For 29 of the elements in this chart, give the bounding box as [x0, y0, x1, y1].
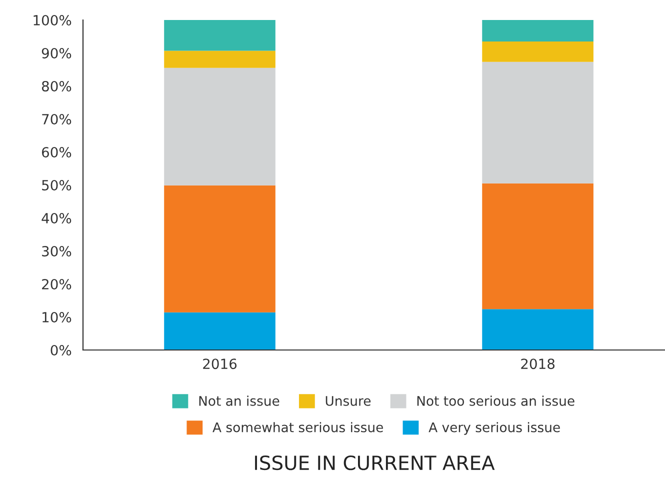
legend-label: A somewhat serious issue: [212, 422, 383, 432]
y-tick-label: 70%: [42, 114, 72, 124]
x-tick-label: 2016: [203, 358, 237, 370]
x-tick-label: 2018: [521, 358, 555, 370]
y-tick-label: 60%: [42, 146, 72, 158]
bar: [164, 68, 276, 186]
y-tick-label: 0%: [50, 344, 72, 356]
y-tick-label: 30%: [42, 246, 72, 256]
legend-label: Not too serious an issue: [417, 396, 574, 406]
y-tick-label: 10%: [42, 312, 72, 322]
legend-label: Not an issue: [199, 396, 280, 406]
bar: [482, 20, 594, 42]
y-tick-label: 90%: [42, 48, 72, 58]
bar: [482, 62, 594, 184]
bar: [482, 183, 594, 310]
bar: [164, 312, 276, 350]
y-tick-label: 40%: [42, 212, 72, 224]
bar: [482, 41, 594, 62]
legend-label: Unsure: [326, 396, 371, 406]
bar: [164, 50, 276, 68]
x-axis-title: ISSUE IN CURRENT AREA: [255, 455, 495, 470]
y-tick-label: 100%: [34, 14, 72, 26]
bar: [164, 20, 276, 51]
bar: [164, 185, 276, 312]
y-tick-label: 50%: [42, 180, 72, 190]
legend-label: A very serious issue: [428, 422, 560, 435]
y-tick-label: 20%: [42, 278, 72, 290]
bar: [482, 309, 594, 350]
y-tick-label: 80%: [42, 80, 72, 92]
